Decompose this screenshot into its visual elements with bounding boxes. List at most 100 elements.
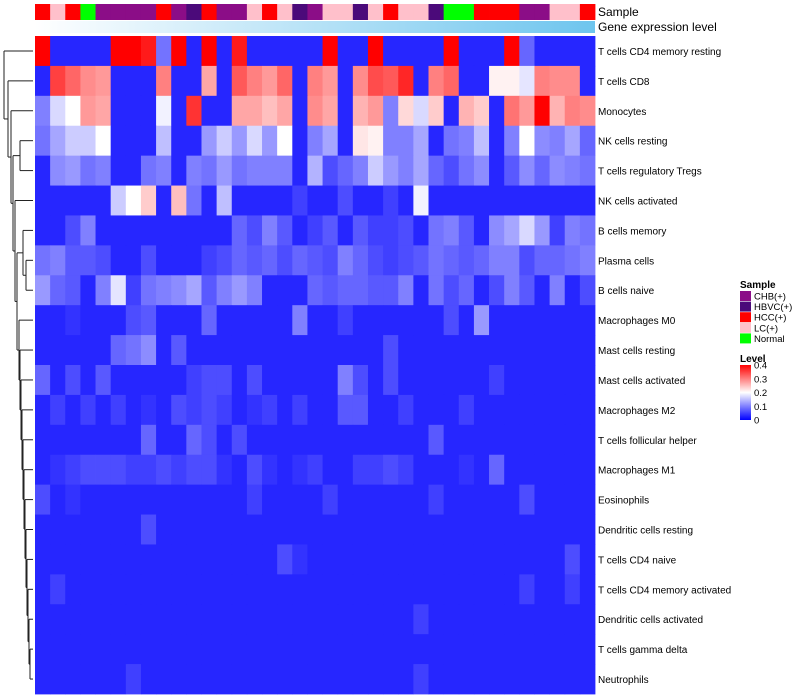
heatmap-cell (125, 95, 142, 127)
heatmap-cell (216, 305, 233, 336)
heatmap-cell (307, 245, 323, 276)
heatmap-cell (534, 454, 550, 486)
heatmap-cell (579, 215, 596, 246)
heatmap-cell (50, 125, 66, 157)
heatmap-cell (504, 394, 520, 426)
heatmap-cell (110, 514, 127, 545)
heatmap-cell (307, 65, 323, 97)
heatmap-cell (473, 155, 490, 186)
heatmap-cell (50, 155, 66, 186)
heatmap-cell (534, 424, 550, 456)
heatmap-cell (534, 305, 550, 336)
heatmap-cell (95, 664, 112, 695)
heatmap-cell (352, 335, 369, 366)
heatmap-cell (110, 484, 127, 515)
heatmap-cell (579, 36, 596, 67)
heatmap-cell (367, 664, 384, 695)
heatmap-cell (231, 155, 248, 186)
sample-annotation-cell (65, 4, 81, 20)
heatmap-cell (352, 604, 369, 635)
heatmap-cell (201, 484, 218, 515)
heatmap-cell (246, 125, 263, 157)
heatmap-cell (458, 125, 475, 157)
heatmap-cell (80, 335, 96, 366)
heatmap-cell (307, 514, 323, 545)
sample-annotation-cell (413, 4, 429, 20)
row-label: Neutrophils (598, 675, 649, 686)
heatmap-cell (322, 185, 339, 216)
sample-annotation-cell (110, 4, 127, 20)
heatmap-cell (65, 305, 81, 336)
row-label: NK cells activated (598, 197, 677, 208)
heatmap-cell (140, 155, 157, 186)
heatmap-cell (156, 185, 172, 216)
heatmap-cell (140, 335, 157, 366)
heatmap-cell (443, 454, 460, 486)
heatmap-cell (549, 604, 566, 635)
heatmap-cell (504, 245, 520, 276)
heatmap-cell (443, 365, 460, 396)
heatmap-cell (140, 215, 157, 246)
heatmap-cell (201, 664, 218, 695)
heatmap-cell (322, 125, 339, 157)
heatmap-cell (564, 484, 581, 515)
heatmap-cell (519, 634, 535, 665)
heatmap-cell (216, 664, 233, 695)
row-label: Plasma cells (598, 256, 654, 267)
heatmap-cell (413, 574, 429, 605)
heatmap-cell (383, 335, 399, 366)
heatmap-cell (307, 574, 323, 605)
heatmap-cell (443, 275, 460, 306)
heatmap-cell (110, 275, 127, 306)
heatmap-cell (110, 424, 127, 456)
heatmap-cell (307, 215, 323, 246)
heatmap-cell (519, 454, 535, 486)
heatmap-cell (519, 365, 535, 396)
heatmap-cell (383, 454, 399, 486)
heatmap-cell (398, 65, 414, 97)
heatmap-cell (458, 664, 475, 695)
heatmap-cell (473, 514, 490, 545)
heatmap-cell (140, 36, 157, 67)
heatmap-cell (337, 36, 354, 67)
heatmap-cell (292, 65, 308, 97)
heatmap-cell (383, 424, 399, 456)
heatmap-cell (186, 394, 202, 426)
heatmap-cell (292, 544, 308, 575)
heatmap-cell (292, 185, 308, 216)
heatmap-cell (125, 245, 142, 276)
heatmap-cell (171, 424, 187, 456)
heatmap-cell (246, 484, 263, 515)
heatmap-cell (398, 185, 414, 216)
heatmap-cell (473, 365, 490, 396)
heatmap-cell (140, 305, 157, 336)
heatmap-cell (549, 125, 566, 157)
heatmap-cell (428, 65, 445, 97)
heatmap-cell (473, 215, 490, 246)
heatmap-cell (262, 65, 278, 97)
sample-annotation-cell (307, 4, 323, 20)
heatmap-cell (65, 95, 81, 127)
heatmap-cell (549, 664, 566, 695)
heatmap-cell (292, 305, 308, 336)
heatmap-cell (80, 484, 96, 515)
heatmap-cell (322, 544, 339, 575)
heatmap-cell (398, 394, 414, 426)
heatmap-cell (231, 664, 248, 695)
heatmap-cell (337, 604, 354, 635)
heatmap-cell (262, 245, 278, 276)
heatmap-cell (201, 245, 218, 276)
heatmap-cell (398, 125, 414, 157)
heatmap-cell (65, 634, 81, 665)
heatmap-cell (277, 544, 293, 575)
heatmap-cell (383, 36, 399, 67)
heatmap-cell (549, 185, 566, 216)
row-label: T cells CD8 (598, 77, 650, 88)
heatmap-cell (277, 335, 293, 366)
heatmap-cell (579, 245, 596, 276)
heatmap-cell (110, 394, 127, 426)
gene-expression-annotation-bar (35, 21, 595, 33)
heatmap-cell (35, 335, 51, 366)
heatmap-cell (307, 125, 323, 157)
heatmap-cell (489, 95, 505, 127)
